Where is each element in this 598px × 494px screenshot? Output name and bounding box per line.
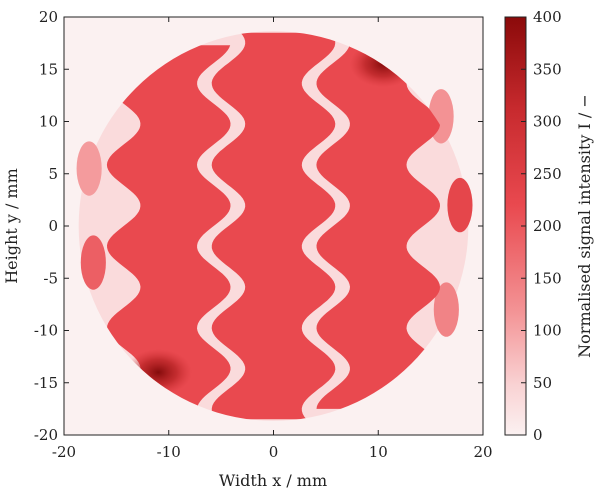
edge-fragment-5 bbox=[433, 282, 459, 337]
y-tick-label: 0 bbox=[48, 217, 58, 235]
y-tick-label: 15 bbox=[39, 60, 58, 78]
colorbar-tick-label: 200 bbox=[533, 217, 562, 235]
edge-fragment-3 bbox=[447, 177, 473, 233]
channel-1 bbox=[106, 45, 231, 409]
colorbar-tick-label: 0 bbox=[533, 426, 543, 444]
y-tick-label: -5 bbox=[43, 269, 58, 287]
x-tick-label: 20 bbox=[473, 443, 492, 461]
y-tick-label: 20 bbox=[39, 8, 58, 26]
channel-2 bbox=[211, 32, 336, 420]
colorbar-tick-label: 400 bbox=[533, 8, 562, 26]
colorbar-label: Normalised signal intensity I / − bbox=[575, 94, 594, 358]
colorbar-tick-label: 300 bbox=[533, 113, 562, 131]
channel-3 bbox=[316, 45, 440, 409]
y-tick-label: 10 bbox=[39, 113, 58, 131]
x-axis-label: Width x / mm bbox=[219, 471, 327, 490]
x-tick-label: -20 bbox=[52, 443, 76, 461]
y-axis-ticks: 20 15 10 5 0 -5 -10 -15 -20 bbox=[34, 8, 483, 444]
x-tick-label: -10 bbox=[157, 443, 181, 461]
x-tick-label: 10 bbox=[369, 443, 388, 461]
y-tick-label: 5 bbox=[48, 165, 58, 183]
y-tick-label: -10 bbox=[34, 322, 58, 340]
edge-fragment-2 bbox=[80, 235, 106, 290]
colorbar-tick-label: 250 bbox=[533, 165, 562, 183]
colorbar-tick-label: 150 bbox=[533, 269, 562, 287]
colorbar-ticks: 400 350 300 250 200 150 100 50 0 bbox=[521, 8, 562, 444]
y-tick-label: -15 bbox=[34, 374, 58, 392]
colorbar-tick-label: 100 bbox=[533, 322, 562, 340]
colorbar-tick-label: 350 bbox=[533, 60, 562, 78]
edge-fragments bbox=[76, 89, 473, 337]
colorbar-tick-label: 50 bbox=[533, 374, 552, 392]
serpentine-channels bbox=[106, 32, 440, 420]
x-axis-ticks: -20 -10 0 10 20 bbox=[52, 17, 493, 461]
x-tick-label: 0 bbox=[269, 443, 279, 461]
y-tick-label: -20 bbox=[34, 426, 58, 444]
edge-fragment-1 bbox=[76, 141, 102, 196]
y-axis-label: Height y / mm bbox=[2, 168, 21, 284]
heatmap-layer bbox=[76, 31, 473, 421]
